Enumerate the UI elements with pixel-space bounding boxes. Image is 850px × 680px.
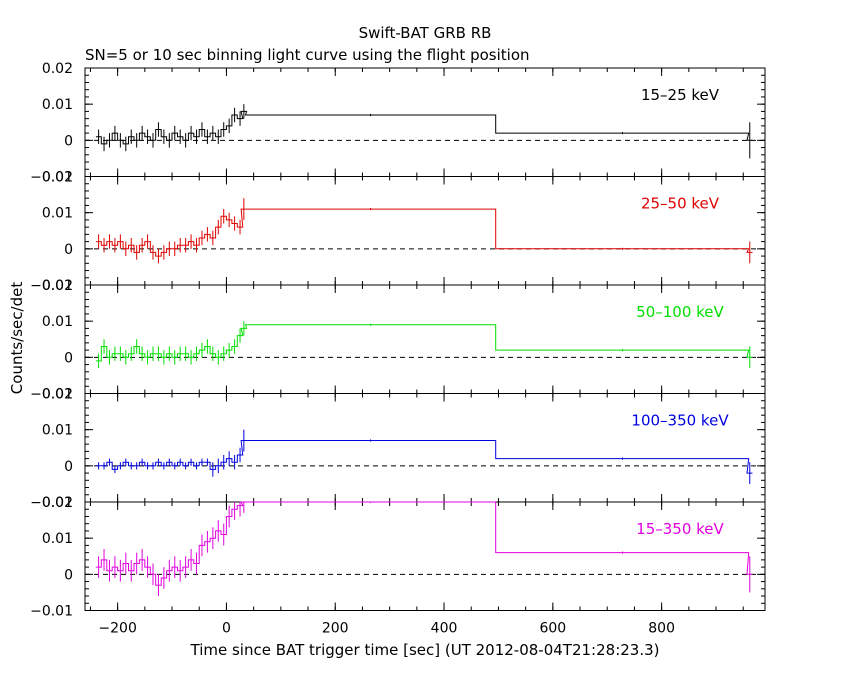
chart-subtitle: SN=5 or 10 sec binning light curve using… bbox=[85, 46, 530, 64]
energy-band-label: 15–350 keV bbox=[636, 520, 724, 538]
light-curve-step-line bbox=[95, 110, 753, 145]
y-tick-label: 0.01 bbox=[42, 531, 73, 547]
panel-3: −0.01 0 0.01 0.02 50–100 keV bbox=[30, 278, 766, 403]
y-tick-label: 0.02 bbox=[42, 61, 73, 77]
x-tick-labels: −200 0 200 400 600 800 bbox=[98, 621, 675, 637]
y-tick-label: −0.01 bbox=[30, 604, 73, 620]
y-tick-label: 0 bbox=[64, 567, 73, 583]
y-tick-label: −0.01 bbox=[30, 278, 73, 294]
panel-1: −0.01 0 0.01 0.02 15–25 keV bbox=[30, 61, 766, 186]
y-tick-label: 0 bbox=[64, 350, 73, 366]
y-tick-label: 0.01 bbox=[42, 314, 73, 330]
energy-band-label: 15–25 keV bbox=[641, 86, 720, 104]
x-tick-label: 0 bbox=[222, 621, 231, 637]
chart-title: Swift-BAT GRB RB bbox=[359, 24, 492, 42]
panel-frame bbox=[84, 284, 766, 394]
panel-frame bbox=[84, 501, 766, 611]
y-tick-label: 0.02 bbox=[42, 170, 73, 186]
energy-band-label: 50–100 keV bbox=[636, 303, 724, 321]
light-curve-step-line bbox=[95, 324, 753, 362]
x-tick-label: −200 bbox=[98, 621, 136, 637]
y-tick-label: 0.02 bbox=[42, 495, 73, 511]
x-axis-label: Time since BAT trigger time [sec] (UT 20… bbox=[190, 641, 660, 659]
y-tick-label: 0.01 bbox=[42, 206, 73, 222]
y-tick-label: 0.01 bbox=[42, 97, 73, 113]
y-tick-label: 0.01 bbox=[42, 423, 73, 439]
y-tick-label: 0 bbox=[64, 459, 73, 475]
energy-band-label: 25–50 keV bbox=[641, 195, 720, 213]
y-axis-label: Counts/sec/det bbox=[8, 282, 26, 395]
light-curve-step-line bbox=[95, 440, 753, 474]
light-curve-step-line bbox=[95, 501, 753, 586]
x-tick-label: 400 bbox=[431, 621, 458, 637]
panel-4: −0.01 0 0.01 0.02 100–350 keV bbox=[30, 387, 766, 511]
y-tick-label: −0.01 bbox=[30, 170, 73, 186]
panel-frame bbox=[84, 393, 766, 503]
energy-band-label: 100–350 keV bbox=[631, 412, 729, 430]
x-tick-label: 600 bbox=[539, 621, 566, 637]
y-tick-label: 0 bbox=[64, 242, 73, 258]
y-tick-label: 0 bbox=[64, 133, 73, 149]
x-tick-label: 200 bbox=[322, 621, 349, 637]
y-tick-label: −0.01 bbox=[30, 495, 73, 511]
panels-group: −0.01 0 0.01 0.02 15–25 keV −0.01 0 0.01 0.02 25–… bbox=[30, 61, 766, 620]
y-tick-label: −0.01 bbox=[30, 387, 73, 403]
panel-frame bbox=[84, 67, 766, 177]
panel-frame bbox=[84, 176, 766, 286]
panel-2: −0.01 0 0.01 0.02 25–50 keV bbox=[30, 170, 766, 294]
y-tick-label: 0.02 bbox=[42, 278, 73, 294]
panel-5: −0.01 0 0.01 0.02 15–350 keV bbox=[30, 495, 766, 620]
x-tick-label: 800 bbox=[648, 621, 675, 637]
y-tick-label: 0.02 bbox=[42, 387, 73, 403]
